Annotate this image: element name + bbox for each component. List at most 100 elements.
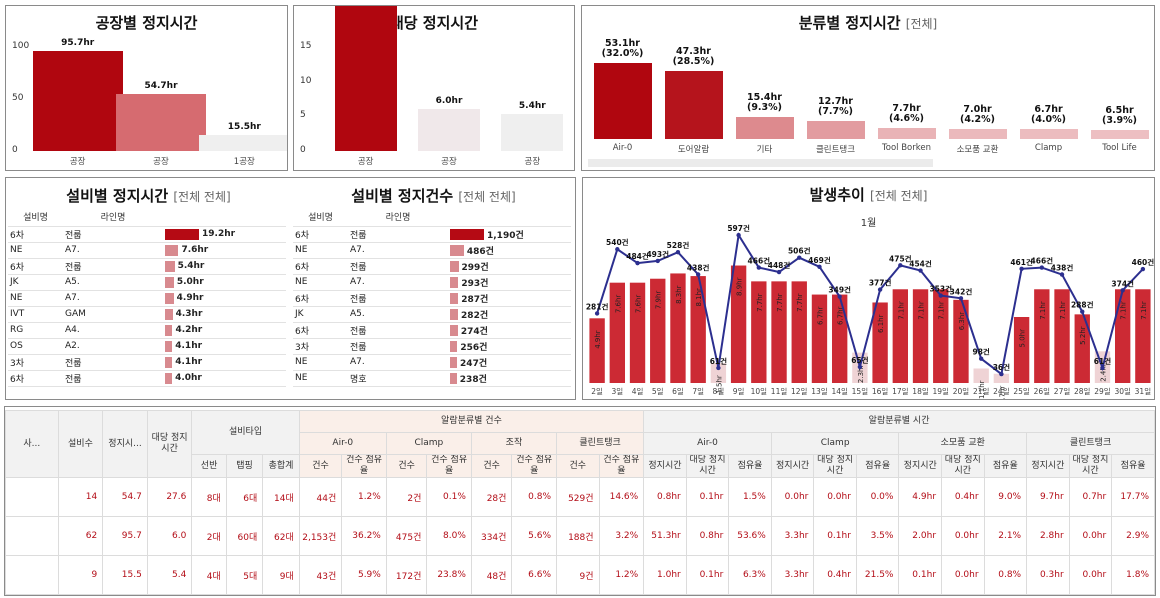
table-row[interactable]: NE A7. 247건	[293, 354, 571, 371]
col-header-line[interactable]: 라인명	[348, 208, 448, 227]
col-header-count-share[interactable]: 건수 점유율	[426, 454, 472, 478]
table-cell: 62	[57, 516, 104, 556]
table-row[interactable]: NE 명호 238건	[293, 370, 571, 387]
col-header-count-share[interactable]: 건수 점유율	[341, 454, 387, 478]
col-header-time-cat[interactable]: 소모품 교환	[898, 432, 1028, 455]
table-cell: 0.0%	[855, 477, 900, 517]
table-row[interactable]: 9 15.5 5.4 4대 5대 9대 43건 5.9% 172건 23.8% 48건 6.6% 9건 1…	[5, 555, 1155, 595]
bar	[948, 128, 1007, 139]
x-tick-label: Tool Life	[1102, 143, 1137, 153]
class-stop-time-panel: 분류별 정지시간 [전체] 53.1hr (32.0%) Air-0 47.3hr (2…	[581, 5, 1155, 171]
col-header-time-cat[interactable]: Air-0	[643, 432, 772, 455]
col-header-time-cat[interactable]: Clamp	[770, 432, 900, 455]
table-row[interactable]: IVT GAM 4.3hr	[8, 306, 286, 323]
col-header-stop-time[interactable]: 정지시...	[102, 410, 148, 478]
col-header-equip[interactable]: 설비명	[8, 208, 63, 227]
table-row[interactable]: 6차 전룹 19.2hr	[8, 226, 286, 243]
table-cell: 2건	[385, 477, 428, 517]
col-header-rate[interactable]: 점유율	[983, 454, 1028, 478]
col-header-equip-type[interactable]: 설비타입	[191, 410, 300, 455]
table-cell	[5, 555, 59, 595]
table-cell: 8대	[191, 477, 227, 517]
table-row[interactable]: JK A5. 282건	[293, 306, 571, 323]
col-header-tapping[interactable]: 탭핑	[225, 454, 264, 478]
col-header-stop-time[interactable]: 정지시간	[643, 454, 687, 478]
value-label: 238건	[459, 374, 487, 385]
col-header-rate[interactable]: 점유율	[728, 454, 772, 478]
col-header-unit-stop-time[interactable]: 대당 정지시간	[813, 454, 857, 478]
table-row[interactable]: 3차 전룹 256건	[293, 338, 571, 355]
x-tick-label: 30일	[1114, 387, 1131, 396]
value-bar	[450, 324, 458, 336]
table-cell: 6.6%	[511, 555, 557, 595]
col-header-count[interactable]: 건수	[556, 454, 600, 478]
col-header-count[interactable]: 건수	[298, 454, 343, 478]
bar	[32, 51, 123, 151]
col-header-equip-count[interactable]: 설비수	[57, 410, 104, 478]
table-row[interactable]: JK A5. 5.0hr	[8, 274, 286, 291]
count-point	[817, 264, 822, 270]
table-row[interactable]: OS A2. 4.1hr	[8, 338, 286, 355]
col-header-count-share[interactable]: 건수 점유율	[598, 454, 645, 478]
col-header-unit-stop-time[interactable]: 대당 정지시간	[1068, 454, 1113, 478]
col-header-count[interactable]: 건수	[385, 454, 428, 478]
table-row[interactable]: RG A4. 4.2hr	[8, 322, 286, 339]
x-tick-label: 2일	[591, 387, 603, 396]
value-bar	[165, 260, 175, 272]
table-row[interactable]: NE A7. 4.9hr	[8, 290, 286, 307]
table-row[interactable]: NE A7. 293건	[293, 274, 571, 291]
table-row[interactable]: 6차 전룹 299건	[293, 258, 571, 275]
equip-name-cell: JK	[8, 274, 63, 291]
col-header-equip[interactable]: 설비명	[293, 208, 348, 227]
col-header-count-cat[interactable]: Clamp	[385, 432, 472, 455]
count-point	[736, 232, 741, 238]
col-header-time-cat[interactable]: 클린트탱크	[1026, 432, 1155, 455]
col-header-count-cat[interactable]: 클린트탱크	[555, 432, 645, 455]
table-row[interactable]: 6차 전룹 1,190건	[293, 226, 571, 243]
table-row[interactable]: 14 54.7 27.6 8대 6대 14대 44건 1.2% 2건 0.1% 28건 0.8% 529…	[5, 477, 1155, 517]
count-data-label: 448건	[768, 260, 791, 270]
col-header-site[interactable]: 사...	[5, 410, 59, 478]
col-header-total[interactable]: 총합계	[262, 454, 300, 478]
equip-name-cell: 6차	[293, 258, 348, 275]
col-header-stop-time[interactable]: 정지시간	[898, 454, 943, 478]
col-header-alarm-time[interactable]: 알람분류별 시간	[643, 410, 1155, 433]
pct-label: (4.0%)	[1030, 114, 1067, 126]
col-header-rate[interactable]: 점유율	[855, 454, 900, 478]
table-row[interactable]: 6차 전룹 274건	[293, 322, 571, 339]
bar	[593, 63, 652, 139]
col-header-alarm-count[interactable]: 알람분류별 건수	[298, 410, 645, 433]
value-bar	[450, 228, 484, 240]
col-header-stop-time[interactable]: 정지시간	[770, 454, 815, 478]
col-header-lathe[interactable]: 선반	[191, 454, 227, 478]
col-header-line[interactable]: 라인명	[63, 208, 163, 227]
col-header-unit-stop[interactable]: 대당 정지시간	[146, 410, 193, 478]
col-header-stop-time[interactable]: 정지시간	[1026, 454, 1070, 478]
col-header-unit-stop-time[interactable]: 대당 정지시간	[941, 454, 985, 478]
table-cell: 1.2%	[598, 555, 645, 595]
table-row[interactable]: 3차 전룹 4.1hr	[8, 354, 286, 371]
col-header-count-cat[interactable]: 조작	[470, 432, 558, 455]
table-row[interactable]: 6차 전룹 4.0hr	[8, 370, 286, 387]
table-row[interactable]: NE A7. 486건	[293, 242, 571, 259]
value-label: 19.2hr	[202, 229, 236, 239]
data-label: 7.7hr	[892, 102, 921, 114]
bar	[730, 265, 747, 383]
col-header-count-cat[interactable]: Air-0	[298, 432, 387, 455]
col-header-count-share[interactable]: 건수 점유율	[511, 454, 557, 478]
value-bar-cell: 4.3hr	[163, 306, 286, 323]
hr-data-label: 1.5hr	[715, 375, 723, 394]
col-header-unit-stop-time[interactable]: 대당 정지시간	[685, 454, 730, 478]
table-row[interactable]: 6차 전룹 287건	[293, 290, 571, 307]
x-tick-label: 클린트탱크	[815, 145, 856, 155]
table-row[interactable]: 6차 전룹 5.4hr	[8, 258, 286, 275]
bar	[664, 71, 723, 139]
horizontal-scrollbar[interactable]	[588, 159, 933, 167]
col-header-rate[interactable]: 점유율	[1111, 454, 1155, 478]
table-row[interactable]: 62 95.7 6.0 2대 60대 62대 2,153건 36.2% 475건 8.0% 334건…	[5, 516, 1155, 556]
value-bar	[450, 276, 459, 288]
count-point	[1080, 309, 1085, 314]
hr-data-label: 6.3hr	[958, 312, 966, 331]
col-header-count[interactable]: 건수	[470, 454, 513, 478]
table-row[interactable]: NE A7. 7.6hr	[8, 242, 286, 259]
